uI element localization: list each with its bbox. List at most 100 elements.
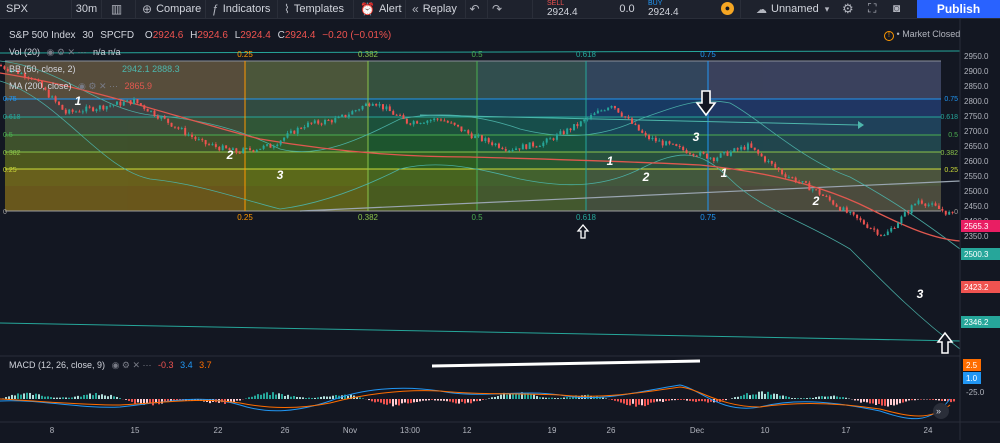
macd-legend[interactable]: MACD (12, 26, close, 9) ◉ ⚙ ✕ ⋯ -0.3 3.4… <box>9 360 212 371</box>
compare-label: Compare <box>156 3 201 15</box>
indicators-label: Indicators <box>223 3 271 15</box>
macd-histogram-bar <box>404 399 406 403</box>
macd-histogram-bar <box>53 398 55 399</box>
macd-histogram-bar <box>788 397 790 399</box>
macd-histogram-bar <box>368 399 370 400</box>
candle-body <box>604 110 606 111</box>
candle-body <box>31 78 33 79</box>
candle-body <box>539 146 541 147</box>
macd-histogram-bar <box>818 397 820 399</box>
wave-label[interactable]: 3 <box>693 130 700 144</box>
candle-body <box>304 127 306 128</box>
legend-c-label: C <box>278 30 285 41</box>
legend-title[interactable]: S&P 500 Index <box>9 30 76 41</box>
up-arrow-icon[interactable] <box>578 225 588 238</box>
wave-label[interactable]: 3 <box>917 287 924 301</box>
macd-histogram-bar <box>731 398 733 399</box>
fullscreen-icon[interactable]: ⛶ <box>868 1 876 16</box>
alert-button[interactable]: ⏰ Alert <box>354 0 406 18</box>
macd-line <box>0 385 950 419</box>
symbol-search[interactable]: SPX <box>0 0 72 18</box>
macd-histogram-bar <box>773 394 775 399</box>
candle-body <box>437 119 439 120</box>
candle-body <box>532 142 534 146</box>
macd-value: 3.4 <box>180 360 193 370</box>
macd-histogram-bar <box>134 399 136 403</box>
bb-legend[interactable]: BB (50, close, 2) 2942.1 2888.3 <box>9 64 180 74</box>
ma-buttons[interactable]: ◉ ⚙ ✕ ⋯ <box>78 81 118 91</box>
price-tag-label: 2500.3 <box>964 250 989 259</box>
candle-body <box>402 115 404 119</box>
wave-label[interactable]: 2 <box>226 148 234 162</box>
macd-histogram-bar <box>800 398 802 399</box>
account-icon[interactable]: ● <box>721 2 734 15</box>
interval-button[interactable]: 30m <box>72 0 102 18</box>
time-tick-label: 24 <box>924 426 933 435</box>
macd-histogram-bar <box>494 397 496 399</box>
macd-histogram-bar <box>866 399 868 402</box>
candle-body <box>27 77 29 78</box>
macd-histogram-bar <box>944 399 946 401</box>
redo-button[interactable]: ↷ <box>488 0 510 18</box>
macd-histogram-bar <box>872 399 874 403</box>
macd-histogram-bar <box>374 399 376 402</box>
undo-button[interactable]: ↶ <box>466 0 488 18</box>
candle-body <box>211 144 213 145</box>
time-tick-label: 17 <box>842 426 851 435</box>
channel-line-lower[interactable] <box>0 323 960 341</box>
candle-body <box>379 104 381 105</box>
candle-body <box>501 148 503 149</box>
wave-label[interactable]: 1 <box>607 154 614 168</box>
sell-button[interactable]: SELL 2924.4 <box>532 0 611 18</box>
vol-label: Vol (20) <box>9 47 40 57</box>
macd-buttons[interactable]: ◉ ⚙ ✕ ⋯ <box>112 360 152 370</box>
macd-histogram-bar <box>254 396 256 399</box>
macd-histogram-bar <box>65 398 67 399</box>
macd-histogram-bar <box>443 399 445 401</box>
camera-icon[interactable]: ◙ <box>893 1 900 15</box>
plus-circle-icon: ⊕ <box>142 2 152 16</box>
macd-histogram-bar <box>860 399 862 403</box>
chart-style-button[interactable]: ▥ <box>102 0 136 18</box>
time-tick-label: 10 <box>761 426 770 435</box>
candle-body <box>883 235 885 236</box>
vol-legend[interactable]: Vol (20) ◉ ⚙ ✕ ⋯ n/a n/a <box>9 47 121 58</box>
compare-button[interactable]: ⊕ Compare <box>136 0 206 18</box>
publish-button[interactable]: Publish <box>917 0 1000 18</box>
macd-histogram-bar <box>302 397 304 399</box>
wave-label[interactable]: 2 <box>812 194 820 208</box>
macd-histogram-bar <box>584 395 586 399</box>
wave-label[interactable]: 1 <box>721 166 728 180</box>
macd-white-annotation[interactable] <box>432 361 700 366</box>
candle-body <box>160 116 162 118</box>
buy-button[interactable]: BUY 2924.4 ● <box>644 0 741 18</box>
macd-histogram-bar <box>893 399 895 405</box>
candle-body <box>921 200 923 203</box>
macd-histogram-bar <box>278 393 280 399</box>
vol-buttons[interactable]: ◉ ⚙ ✕ ⋯ <box>47 47 87 57</box>
replay-button[interactable]: « Replay <box>406 0 466 18</box>
settings-gear-icon[interactable]: ⚙ <box>842 1 854 17</box>
macd-histogram-bar <box>821 396 823 399</box>
wave-label[interactable]: 2 <box>642 170 650 184</box>
time-tick-label: Dec <box>690 426 704 435</box>
candle-body <box>269 144 271 147</box>
candle-body <box>58 102 60 105</box>
layout-menu[interactable]: ☁ Unnamed ▾ <box>756 0 829 18</box>
up-arrow-icon[interactable] <box>938 333 952 353</box>
macd-histogram-bar <box>305 398 307 399</box>
candle-body <box>85 107 87 112</box>
templates-button[interactable]: ⌇ Templates <box>278 0 354 18</box>
macd-histogram-bar <box>311 398 313 399</box>
wave-label[interactable]: 3 <box>277 168 284 182</box>
ma-legend[interactable]: MA (200, close) ◉ ⚙ ✕ ⋯ 2865.9 <box>9 81 152 92</box>
candle-body <box>675 144 677 146</box>
macd-histogram-bar <box>5 397 7 399</box>
time-tick-label: 15 <box>131 426 140 435</box>
macd-histogram-bar <box>626 399 628 405</box>
indicators-button[interactable]: ƒ Indicators <box>206 0 278 18</box>
wave-label[interactable]: 1 <box>75 94 82 108</box>
